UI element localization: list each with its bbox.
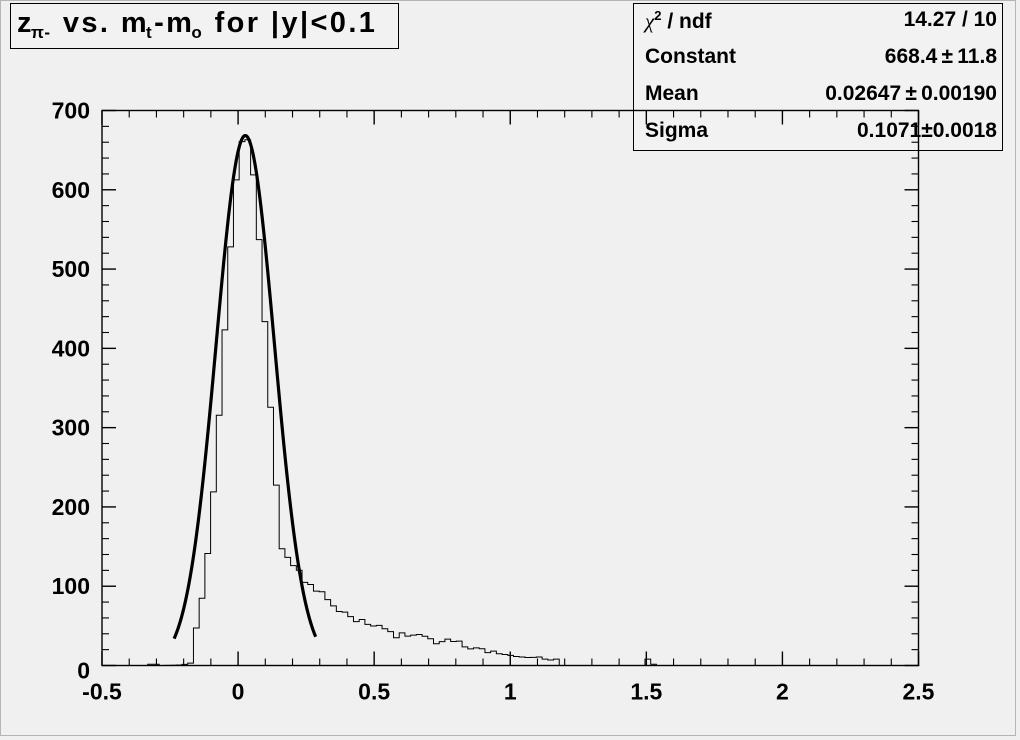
svg-text:300: 300	[52, 415, 90, 441]
svg-text:700: 700	[52, 98, 90, 124]
svg-text:1: 1	[504, 679, 517, 705]
svg-text:100: 100	[52, 573, 90, 599]
svg-text:200: 200	[52, 494, 90, 520]
svg-text:2: 2	[776, 679, 789, 705]
svg-text:0.5: 0.5	[358, 679, 390, 705]
svg-text:600: 600	[52, 177, 90, 203]
svg-text:0: 0	[232, 679, 245, 705]
svg-text:0: 0	[77, 658, 90, 684]
svg-text:400: 400	[52, 335, 90, 361]
svg-text:2.5: 2.5	[903, 679, 935, 705]
svg-text:1.5: 1.5	[630, 679, 662, 705]
svg-text:500: 500	[52, 256, 90, 282]
